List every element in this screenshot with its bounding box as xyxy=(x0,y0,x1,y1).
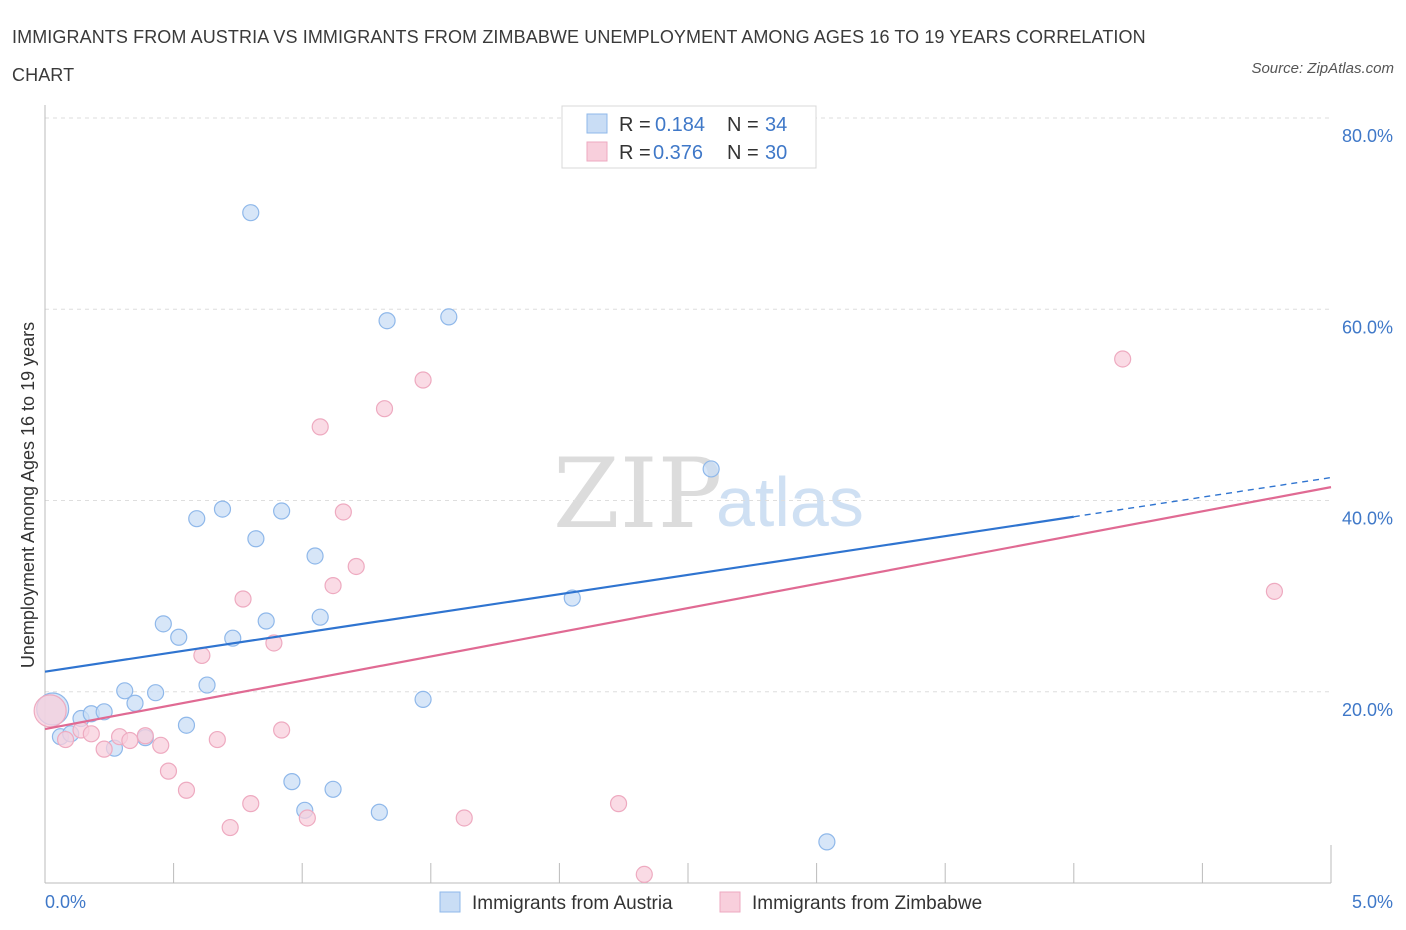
stats-r-label-austria: R = xyxy=(619,114,651,136)
y-tick-label: 40.0% xyxy=(1342,509,1393,529)
y-tick-label: 60.0% xyxy=(1342,317,1393,337)
point-zimbabwe xyxy=(298,809,316,827)
legend-swatch-zimbabwe xyxy=(719,891,741,913)
point-austria xyxy=(242,204,260,222)
point-austria xyxy=(247,530,265,548)
point-austria xyxy=(177,716,196,734)
point-zimbabwe xyxy=(311,418,329,436)
point-zimbabwe xyxy=(208,730,226,749)
trendline-austria xyxy=(44,515,1074,673)
stats-r-value-zimbabwe: 0.376 xyxy=(653,142,703,164)
point-austria xyxy=(188,510,206,528)
point-zimbabwe xyxy=(265,634,283,652)
point-austria xyxy=(273,502,291,520)
data-points xyxy=(33,204,1284,883)
point-zimbabwe xyxy=(159,762,178,780)
point-austria xyxy=(95,703,113,721)
stats-r-label-zimbabwe: R = xyxy=(619,142,651,164)
point-austria xyxy=(198,676,216,694)
y-tick-label: 20.0% xyxy=(1342,700,1393,720)
legend-label-zimbabwe: Immigrants from Zimbabwe xyxy=(752,893,982,914)
stats-swatch-zimbabwe xyxy=(586,141,608,162)
point-zimbabwe xyxy=(414,371,432,389)
point-austria xyxy=(154,615,172,633)
point-zimbabwe xyxy=(334,503,352,521)
point-zimbabwe xyxy=(324,577,342,595)
point-austria xyxy=(324,780,342,798)
x-tick-label: 0.0% xyxy=(45,892,86,912)
point-austria xyxy=(170,628,188,646)
legend-swatch-austria xyxy=(439,891,461,913)
point-austria xyxy=(818,833,836,851)
y-tick-labels: 20.0% 40.0% 60.0% 80.0% xyxy=(1342,126,1393,720)
point-austria xyxy=(370,803,388,821)
point-austria xyxy=(311,608,329,626)
point-zimbabwe xyxy=(273,721,291,739)
point-zimbabwe xyxy=(234,590,252,608)
series-legend: Immigrants from Austria Immigrants from … xyxy=(439,891,982,914)
point-austria xyxy=(116,682,134,700)
y-tick-label: 80.0% xyxy=(1342,126,1393,146)
point-zimbabwe xyxy=(221,818,239,837)
point-zimbabwe xyxy=(347,557,365,576)
point-zimbabwe xyxy=(136,727,154,745)
source-label: Source: ZipAtlas.com xyxy=(1251,60,1394,77)
point-zimbabwe xyxy=(152,736,170,754)
trend-lines xyxy=(44,476,1332,731)
point-austria xyxy=(440,308,458,326)
point-zimbabwe xyxy=(56,730,75,749)
point-zimbabwe xyxy=(242,795,260,813)
x-tick-label: 5.0% xyxy=(1352,892,1393,912)
stats-legend: R = 0.184 N = 34 R = 0.376 N = 30 xyxy=(561,105,817,169)
stats-n-label-zimbabwe: N = xyxy=(727,142,759,164)
stats-n-value-zimbabwe: 30 xyxy=(765,142,787,164)
point-austria xyxy=(146,684,165,702)
chart-title: IMMIGRANTS FROM AUSTRIA VS IMMIGRANTS FR… xyxy=(12,27,1146,85)
stats-n-label-austria: N = xyxy=(727,114,759,136)
x-axis-ticks xyxy=(44,845,1332,883)
point-austria xyxy=(414,690,432,709)
watermark-zip: ZIP xyxy=(553,438,722,550)
point-zimbabwe xyxy=(82,725,100,743)
point-austria xyxy=(563,589,581,607)
watermark-atlas: atlas xyxy=(716,463,864,541)
point-austria xyxy=(702,460,720,478)
point-zimbabwe xyxy=(1265,582,1284,600)
stats-r-value-austria: 0.184 xyxy=(655,114,705,136)
point-austria xyxy=(283,773,301,791)
point-austria xyxy=(257,612,275,630)
point-zimbabwe xyxy=(635,865,653,883)
point-zimbabwe xyxy=(95,740,113,758)
trendline-zimbabwe xyxy=(44,486,1332,731)
point-zimbabwe xyxy=(455,809,473,827)
y-axis-label: Unemployment Among Ages 16 to 19 years xyxy=(18,322,38,668)
point-zimbabwe xyxy=(1114,350,1132,368)
x-tick-labels: 0.0% 5.0% xyxy=(45,892,1393,912)
point-zimbabwe xyxy=(121,731,139,750)
stats-n-value-austria: 34 xyxy=(765,114,787,136)
point-austria xyxy=(213,500,232,518)
point-zimbabwe xyxy=(177,781,196,799)
point-zimbabwe xyxy=(375,400,394,418)
point-austria xyxy=(126,694,144,712)
point-austria xyxy=(306,547,324,565)
stats-swatch-austria xyxy=(586,113,608,134)
point-zimbabwe xyxy=(33,694,67,728)
point-austria xyxy=(378,312,396,330)
point-zimbabwe xyxy=(609,795,628,813)
legend-label-austria: Immigrants from Austria xyxy=(472,893,673,914)
